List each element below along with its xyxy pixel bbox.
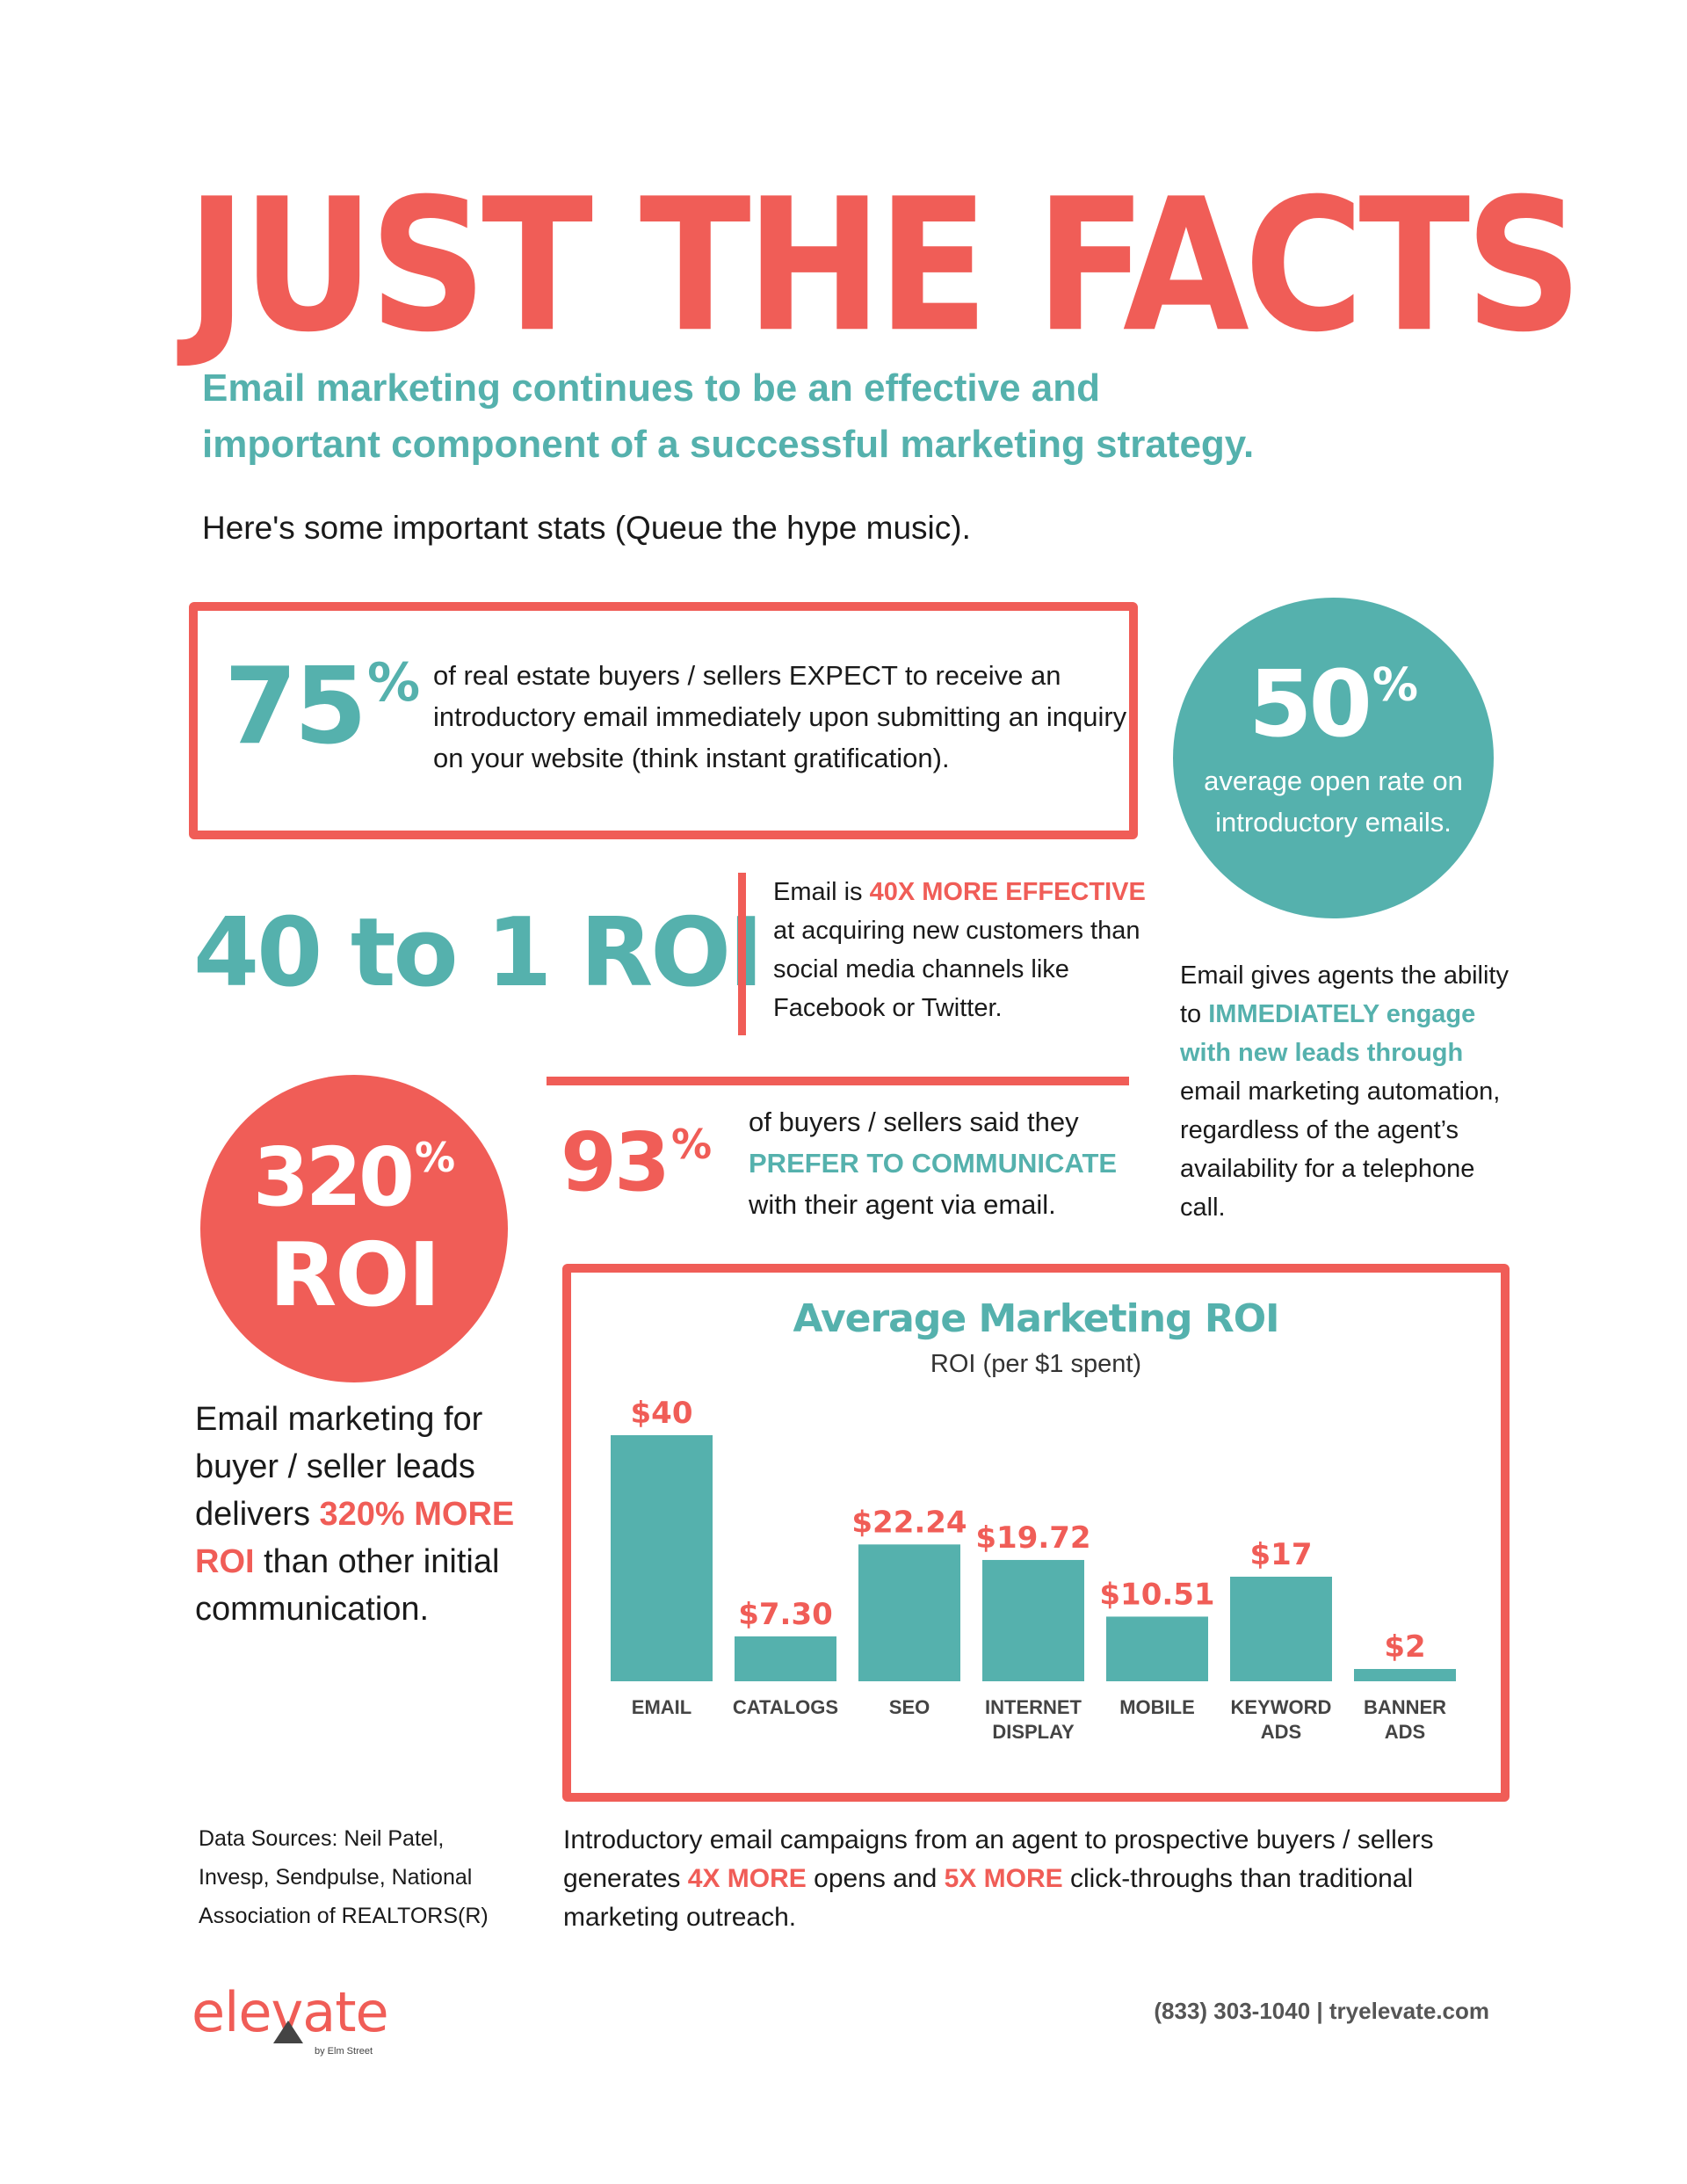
stat-50-number: 50 (1249, 650, 1372, 758)
category-label: BANNER (1364, 1696, 1446, 1718)
stat-320-percent: % (414, 1134, 456, 1181)
logo-subtitle: by Elm Street (315, 2046, 373, 2057)
bar-value-label: $10.51 (1099, 1577, 1214, 1612)
engage-text: Email gives agents the ability to IMMEDI… (1180, 956, 1514, 1227)
category-label: ADS (1261, 1721, 1301, 1743)
intro-line-1: Email marketing continues to be an effec… (202, 366, 1101, 410)
stat-93-value: 93% (561, 1114, 712, 1211)
bar-banner-ads (1354, 1669, 1456, 1681)
category-label: INTERNET (985, 1696, 1082, 1718)
category-label: KEYWORD (1231, 1696, 1332, 1718)
data-sources: Data Sources: Neil Patel, Invesp, Sendpu… (199, 1826, 489, 1928)
bar-internet-display (982, 1559, 1084, 1681)
stat-50-text: average open rate on introductory emails… (1204, 765, 1463, 838)
category-label: DISPLAY (992, 1721, 1075, 1743)
roi-40-value: 40 to 1 ROI (193, 898, 764, 1008)
stat-50-circle: 50% average open rate on introductory em… (1173, 598, 1494, 918)
intro-line-2: important component of a successful mark… (202, 423, 1255, 466)
roi-40-text: Email is 40X MORE EFFECTIVE at acquiring… (773, 873, 1169, 1027)
roi-40-highlight: 40X MORE EFFECTIVE (869, 878, 1146, 906)
stat-50-value: 50% (1173, 655, 1494, 753)
roi-40-text-start: Email is (773, 878, 870, 906)
contact-info: (833) 303-1040 | tryelevate.com (1154, 1998, 1489, 2024)
stat-320-label: ROI (269, 1223, 440, 1326)
bar-catalogs (735, 1636, 836, 1681)
category-label: ADS (1385, 1721, 1425, 1743)
bar-value-label: $22.24 (851, 1505, 967, 1540)
stat-93-text-end: with their agent via email. (749, 1189, 1056, 1220)
bar-mobile (1106, 1616, 1208, 1681)
hype-text: Here's some important stats (Queue the h… (202, 510, 971, 546)
roi-40-text-end: at acquiring new customers than social m… (773, 917, 1140, 1022)
outro-highlight-1: 4X MORE (687, 1864, 807, 1893)
stat-320-text-end: than other initial communication. (195, 1543, 500, 1628)
engage-text-end: email marketing automation, regardless o… (1180, 1077, 1501, 1222)
outro-highlight-2: 5X MORE (944, 1864, 1063, 1893)
bar-seo (858, 1544, 960, 1681)
stat-320-number: 320 (252, 1130, 415, 1224)
stat-320-circle: 320% ROI (200, 1075, 508, 1382)
outro-text-3: click-throughs than traditional marketin… (563, 1864, 1414, 1932)
chart-title: Average Marketing ROI (793, 1296, 1279, 1341)
category-label: SEO (889, 1696, 930, 1718)
elevate-logo: elevate by Elm Street (192, 1982, 402, 2061)
stat-50-percent: % (1372, 659, 1418, 712)
stat-75-text: of real estate buyers / sellers EXPECT t… (433, 660, 1127, 773)
stat-320-value: 320% (200, 1129, 508, 1226)
category-label: EMAIL (632, 1696, 691, 1718)
page-title: JUST THE FACTS (186, 158, 1582, 373)
stat-93-highlight: PREFER TO COMMUNICATE (749, 1148, 1118, 1179)
bar-keyword-ads (1230, 1577, 1332, 1681)
stat-93-divider (547, 1077, 1129, 1085)
stat-320-highlight: 320% MORE ROI (195, 1496, 515, 1580)
chart-frame (562, 1264, 1510, 1802)
bar-value-label: $7.30 (738, 1597, 833, 1632)
bar-value-label: $2 (1384, 1629, 1425, 1665)
engage-text-start: Email gives agents the ability to (1180, 961, 1509, 1028)
stat-93-number: 93 (561, 1115, 670, 1209)
stat-75-percent: % (367, 652, 421, 714)
logo-triangle-icon (273, 2021, 303, 2043)
outro-text-2: opens and (806, 1864, 945, 1893)
bar-value-label: $40 (631, 1396, 693, 1431)
outro-text-1: Introductory email campaigns from an age… (563, 1825, 1434, 1893)
bar-value-label: $19.72 (975, 1520, 1090, 1556)
category-label: CATALOGS (733, 1696, 838, 1718)
bar-email (611, 1435, 713, 1681)
stat-320-text: Email marketing for buyer / seller leads… (195, 1396, 564, 1633)
stat-93-text: of buyers / sellers said they PREFER TO … (749, 1101, 1144, 1225)
category-label: MOBILE (1119, 1696, 1195, 1718)
stat-93-text-start: of buyers / sellers said they (749, 1107, 1079, 1137)
stat-75-value: 75% (224, 650, 420, 765)
outro-text: Introductory email campaigns from an age… (563, 1821, 1530, 1937)
stat-75-number: 75 (224, 646, 367, 768)
intro-heading: Email marketing continues to be an effec… (202, 360, 1476, 473)
chart-subtitle: ROI (per $1 spent) (930, 1350, 1142, 1378)
stat-320-text-start: Email marketing for buyer / seller leads… (195, 1401, 483, 1533)
stat-75-box (189, 602, 1138, 839)
stat-93-percent: % (671, 1121, 713, 1168)
roi-bar-chart: $40 EMAIL $7.30 CATALOGS $22.24 SEO $19.72 INTE… (611, 1396, 1456, 1743)
bar-value-label: $17 (1250, 1537, 1313, 1572)
roi-40-divider (738, 873, 746, 1035)
engage-highlight: IMMEDIATELY engage with new leads throug… (1180, 1000, 1476, 1067)
